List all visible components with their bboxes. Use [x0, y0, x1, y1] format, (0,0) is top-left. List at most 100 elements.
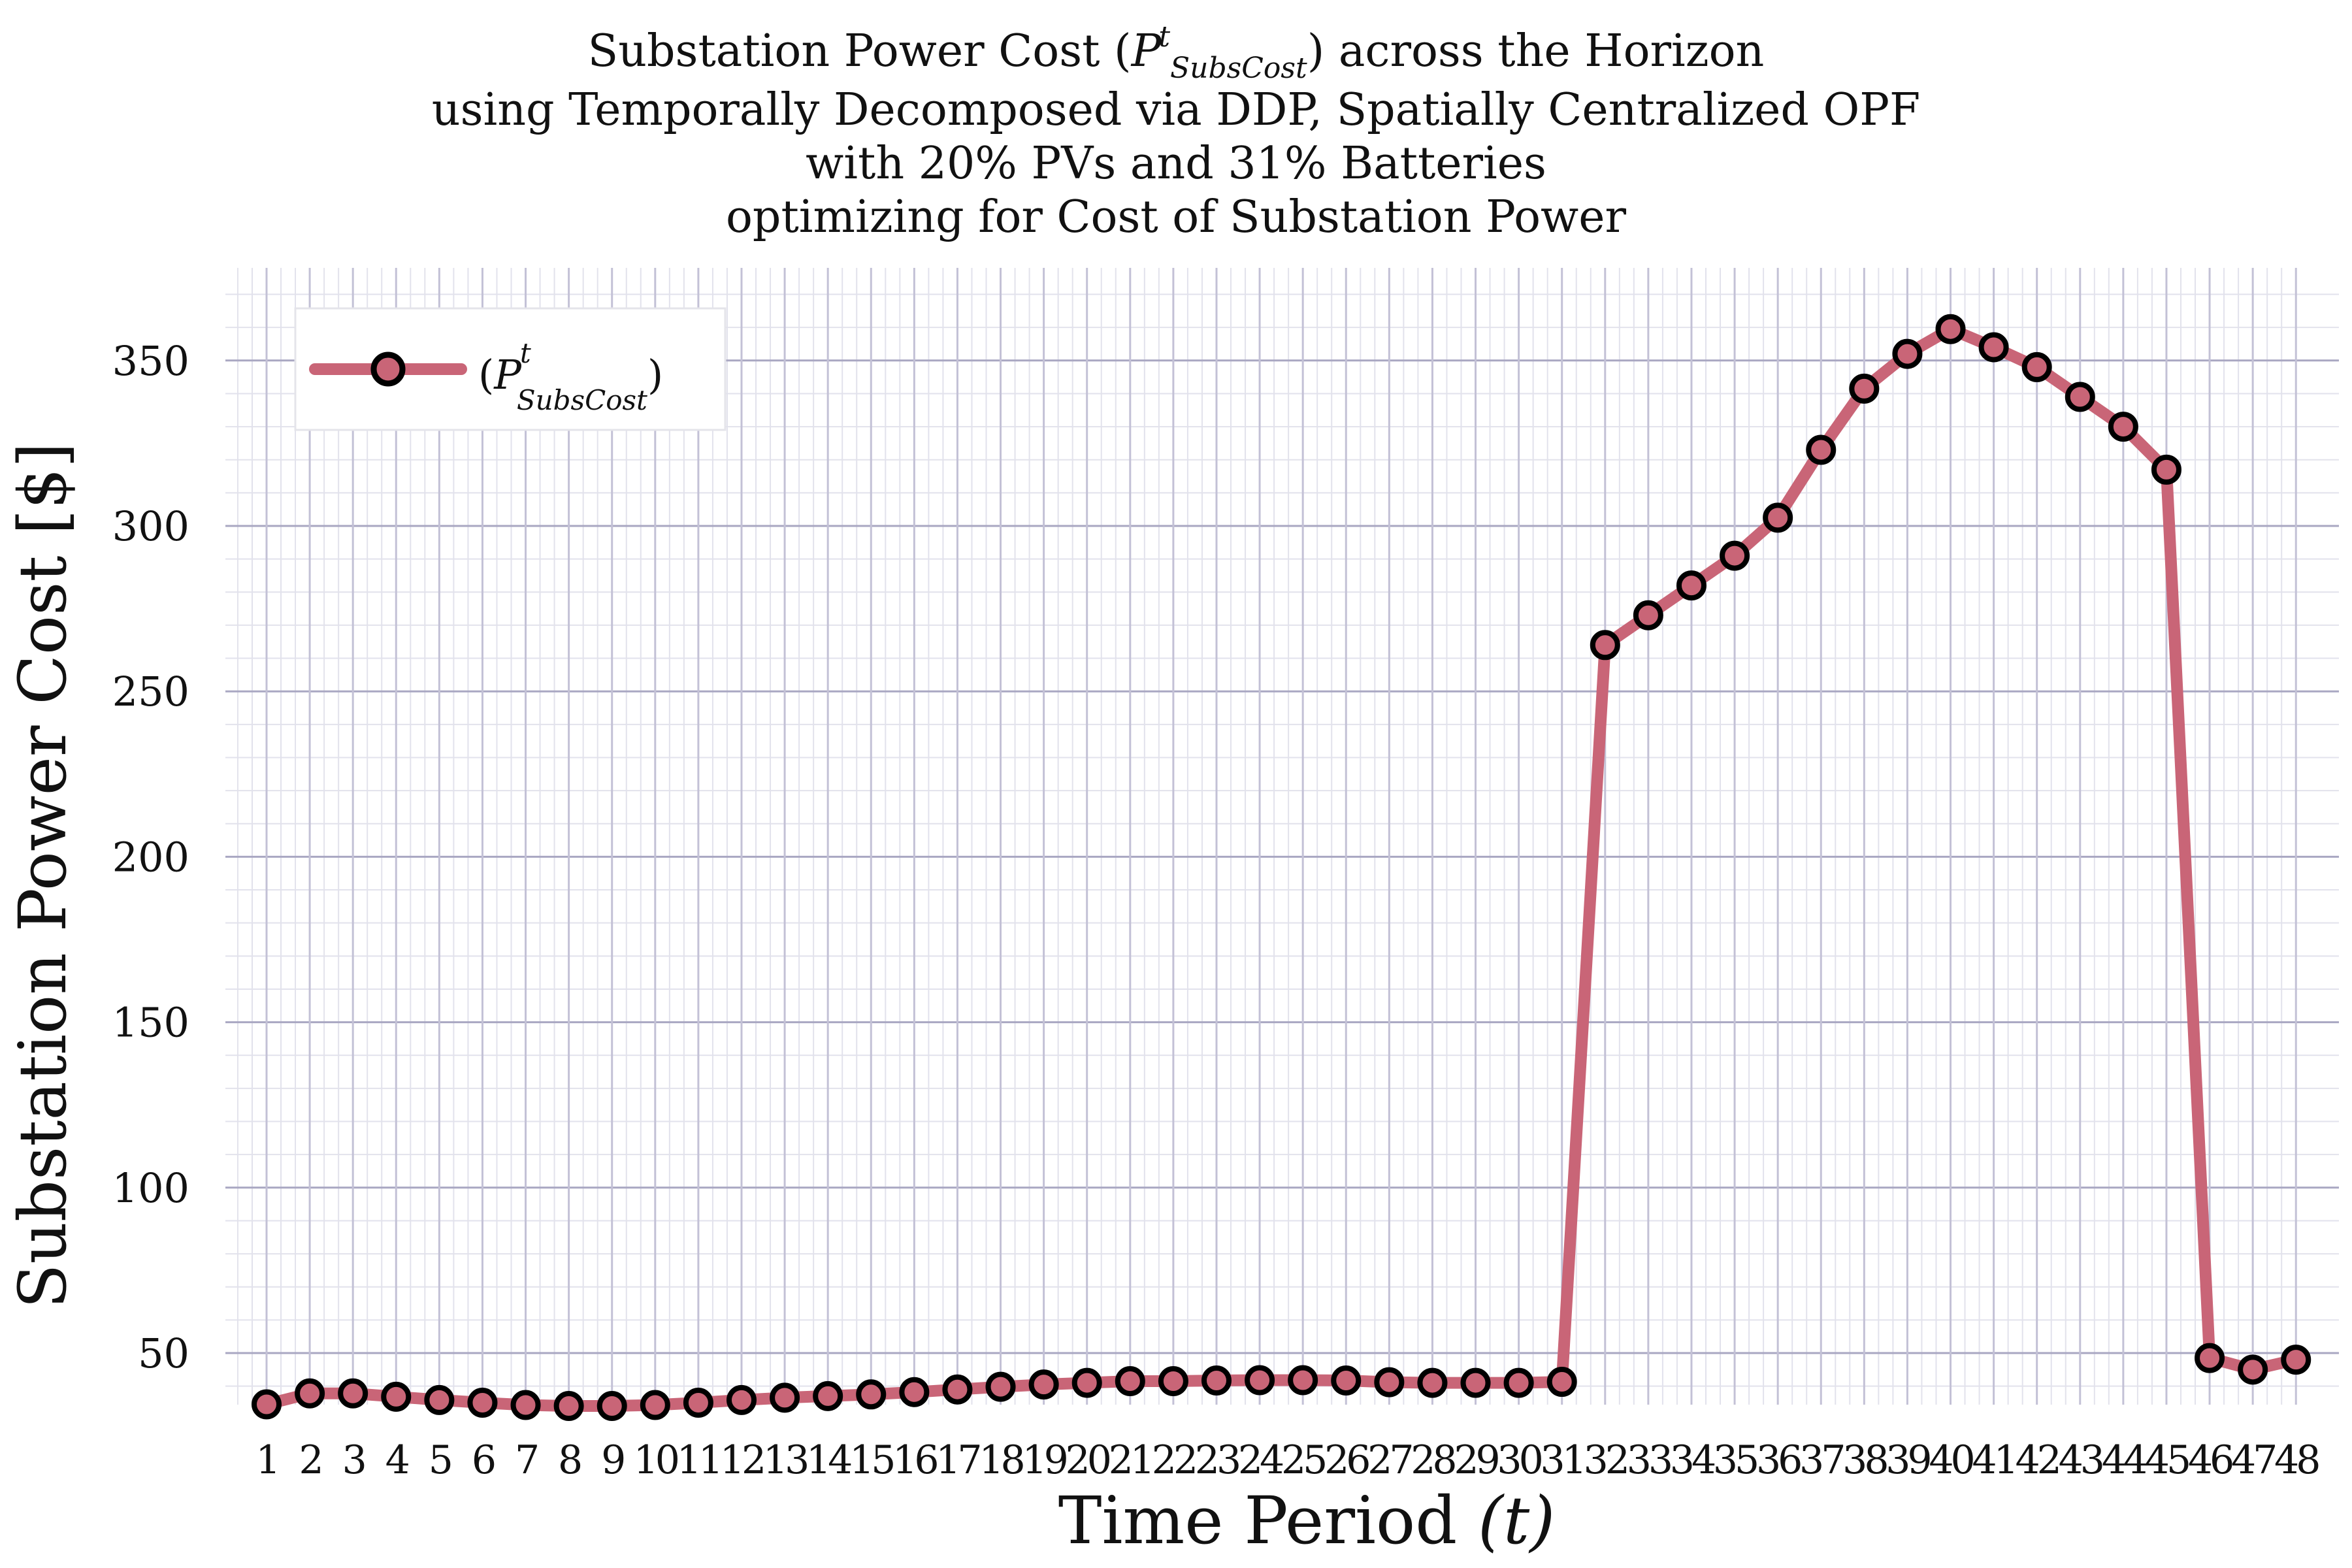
legend-label: (Pt SubsCost): [478, 337, 663, 416]
data-point: [1849, 373, 1880, 404]
x-tick-label: 9: [601, 1437, 624, 1483]
data-point: [424, 1384, 455, 1415]
x-tick-label: 6: [472, 1437, 495, 1483]
title-line-3: with 20% PVs and 31% Batteries: [806, 138, 1546, 189]
y-tick-labels: 50 100 150 200 250 300 350: [112, 337, 189, 1377]
x-tick-label: 24: [1238, 1437, 1283, 1483]
data-point: [510, 1390, 541, 1420]
legend-marker-swatch: [370, 351, 406, 387]
x-tick-label: 11: [677, 1437, 720, 1483]
data-point: [640, 1390, 670, 1420]
data-point: [1245, 1365, 1275, 1396]
data-point: [2195, 1343, 2225, 1373]
x-tick-label: 20: [1066, 1437, 1110, 1483]
x-tick-label: 4: [385, 1437, 409, 1483]
x-tick-label: 30: [1497, 1437, 1541, 1483]
x-tick-label: 33: [1627, 1437, 1671, 1483]
data-point: [683, 1387, 713, 1418]
x-tick-label: 5: [429, 1437, 451, 1483]
x-tick-label: 28: [1411, 1437, 1455, 1483]
legend: (Pt SubsCost): [294, 307, 727, 431]
data-point: [2151, 454, 2181, 485]
x-tick-label: 25: [1281, 1437, 1325, 1483]
data-point: [856, 1379, 887, 1410]
x-tick-label: 8: [558, 1437, 581, 1483]
x-tick-label: 42: [2016, 1437, 2059, 1483]
data-point: [1546, 1367, 1577, 1397]
x-tick-label: 23: [1195, 1437, 1239, 1483]
data-point: [338, 1378, 368, 1409]
x-tick-label: 22: [1152, 1437, 1195, 1483]
data-point: [2238, 1354, 2268, 1385]
data-point: [770, 1382, 800, 1413]
data-point: [467, 1387, 498, 1418]
x-tick-labels: 1 2 3 4 5 6 7 8 9 10 11 12 13 14 15 16 17 18 19 20 21 22 23 24 2…: [255, 1437, 2322, 1483]
x-tick-label: 31: [1541, 1437, 1584, 1483]
chart-title: Substation Power Cost (PtSubsCost) acros…: [0, 20, 2352, 244]
y-tick-label: 100: [112, 1164, 189, 1212]
data-point: [1028, 1369, 1059, 1400]
data-point: [295, 1378, 325, 1409]
x-tick-label: 13: [763, 1437, 807, 1483]
x-tick-label: 46: [2188, 1437, 2232, 1483]
x-axis-label: Time Period (t): [1058, 1482, 1555, 1559]
data-point: [1071, 1367, 1102, 1398]
x-tick-label: 14: [806, 1437, 851, 1483]
data-point: [2281, 1345, 2311, 1375]
x-tick-label: 45: [2145, 1437, 2189, 1483]
data-point: [813, 1380, 843, 1411]
y-tick-label: 150: [112, 999, 189, 1047]
x-tick-label: 29: [1454, 1437, 1498, 1483]
x-tick-label: 26: [1324, 1437, 1369, 1483]
x-tick-label: 34: [1670, 1437, 1715, 1483]
data-point: [1158, 1366, 1188, 1397]
data-point: [252, 1389, 282, 1420]
data-point: [899, 1377, 930, 1407]
title-line-4: optimizing for Cost of Substation Power: [725, 191, 1627, 243]
x-tick-label: 21: [1109, 1437, 1152, 1483]
data-point: [985, 1371, 1016, 1402]
x-tick-label: 19: [1022, 1437, 1066, 1483]
data-point: [1503, 1367, 1534, 1398]
data-point: [1201, 1365, 1232, 1396]
x-tick-label: 36: [1756, 1437, 1801, 1483]
y-tick-label: 250: [112, 668, 189, 715]
title-line-2: using Temporally Decomposed via DDP, Spa…: [431, 84, 1921, 136]
x-tick-label: 12: [720, 1437, 763, 1483]
y-axis-label: Substation Power Cost [$]: [5, 442, 81, 1309]
x-tick-label: 3: [342, 1437, 365, 1483]
x-tick-label: 43: [2059, 1437, 2102, 1483]
x-tick-label: 38: [1842, 1437, 1887, 1483]
x-tick-label: 44: [2102, 1437, 2147, 1483]
data-point: [1288, 1365, 1318, 1396]
x-tick-label: 1: [255, 1437, 277, 1483]
x-tick-label: 39: [1886, 1437, 1930, 1483]
data-point: [1115, 1366, 1145, 1397]
y-tick-label: 200: [112, 833, 189, 881]
data-point: [1331, 1365, 1362, 1396]
x-tick-label: 7: [515, 1437, 537, 1483]
x-tick-label: 15: [849, 1437, 893, 1483]
x-tick-label: 17: [936, 1437, 979, 1483]
x-tick-label: 48: [2274, 1437, 2319, 1483]
x-tick-label: 2: [299, 1437, 320, 1483]
data-point: [1892, 338, 1923, 369]
minor-grid: [225, 268, 2339, 1405]
data-point: [1460, 1367, 1491, 1398]
x-tick-label: 41: [1972, 1437, 2015, 1483]
x-tick-label: 47: [2231, 1437, 2275, 1483]
x-tick-label: 10: [634, 1437, 678, 1483]
data-point: [1417, 1367, 1448, 1398]
data-point: [1676, 570, 1707, 601]
x-tick-label: 27: [1367, 1437, 1411, 1483]
x-tick-label: 40: [1929, 1437, 1973, 1483]
data-point: [942, 1374, 973, 1405]
x-tick-label: 37: [1799, 1437, 1843, 1483]
data-point: [1935, 314, 1966, 344]
y-tick-label: 350: [112, 337, 189, 385]
y-tick-label: 300: [112, 502, 189, 550]
title-line-1: Substation Power Cost (PtSubsCost) acros…: [587, 20, 1765, 85]
data-point: [2065, 382, 2095, 412]
data-point: [726, 1384, 757, 1415]
